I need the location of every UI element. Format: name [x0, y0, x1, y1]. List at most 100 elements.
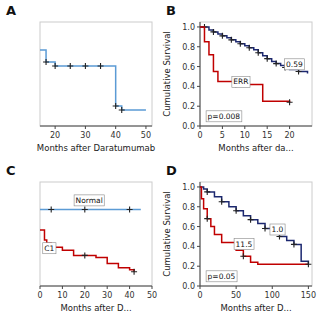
censor-mark: [52, 63, 58, 69]
survival-step-line: [200, 187, 308, 264]
annotation: C1: [43, 243, 56, 254]
survival-step-line: [200, 187, 308, 264]
panel: 051015200.00.20.40.60.81.0Months after d…: [162, 3, 312, 153]
censor-mark: [219, 33, 225, 39]
annotation-box: [232, 76, 250, 87]
censor-mark: [233, 208, 239, 214]
plot-area: [40, 207, 141, 275]
x-tick-label: 50: [141, 131, 151, 140]
censor-mark: [210, 29, 216, 35]
y-tick-label: 1.0: [182, 183, 195, 192]
annotation-text: 0.59: [286, 60, 303, 69]
annotation-text: 11.5: [236, 240, 253, 249]
y-tick-label: 0.6: [182, 63, 195, 72]
censor-mark: [240, 253, 246, 259]
censor-mark: [305, 261, 311, 267]
y-tick: [197, 106, 200, 107]
censor-mark: [43, 59, 49, 65]
censor-mark: [273, 61, 279, 67]
survival-line: [40, 209, 141, 211]
y-tick-label: 0.2: [182, 262, 195, 271]
x-tick-label: 20: [80, 291, 90, 300]
panel-title: A: [6, 3, 16, 18]
x-tick: [55, 126, 56, 129]
annotation: p=0.05: [206, 271, 237, 282]
x-tick-label: 30: [102, 291, 112, 300]
y-tick: [197, 246, 200, 247]
y-tick-label: 0.0: [182, 122, 195, 131]
plot-frame: [200, 182, 312, 286]
annotation-box: [206, 111, 242, 122]
y-tick-label: 0.4: [182, 242, 195, 251]
x-axis-line: [200, 286, 312, 287]
censor-mark: [48, 207, 54, 213]
y-tick: [197, 46, 200, 47]
x-axis-line: [200, 126, 312, 127]
x-tick: [272, 286, 273, 289]
panel-title: D: [166, 163, 177, 178]
panel-title: C: [6, 163, 16, 178]
x-axis-line: [40, 286, 152, 287]
censor-mark: [127, 207, 133, 213]
y-tick-label: 0.8: [182, 43, 195, 52]
x-tick: [115, 126, 116, 129]
y-tick: [197, 126, 200, 127]
x-axis-label: Months after Daratumumab: [37, 143, 155, 153]
annotation: 11.5: [234, 239, 254, 250]
x-tick-label: 40: [111, 131, 121, 140]
censor-mark: [119, 107, 125, 113]
x-tick-label: 150: [301, 291, 316, 300]
annotation-text: Normal: [76, 196, 103, 205]
plot-frame: [40, 22, 152, 126]
x-tick-label: 10: [240, 131, 250, 140]
y-axis-line: [200, 182, 201, 286]
y-tick: [197, 266, 200, 267]
y-axis-line: [200, 22, 201, 126]
x-tick: [40, 286, 41, 289]
x-tick-label: 10: [57, 291, 67, 300]
survival-step-line: [40, 230, 134, 272]
annotation-text: C1: [44, 244, 54, 253]
censor-mark: [131, 269, 137, 275]
x-axis-line: [40, 126, 152, 127]
censor-mark: [67, 63, 73, 69]
censor-mark: [264, 56, 270, 62]
x-tick: [129, 286, 130, 289]
annotation-box: [234, 239, 254, 250]
y-tick-label: 0.0: [182, 282, 195, 291]
annotation: p=0.008: [206, 111, 242, 122]
figure: 20304050Months after DaratumumabA0510152…: [0, 0, 320, 320]
survival-step-line: [200, 27, 290, 102]
y-tick-label: 1.0: [182, 23, 195, 32]
y-tick: [197, 66, 200, 67]
x-tick: [289, 126, 290, 129]
x-tick: [308, 286, 309, 289]
censor-mark: [82, 207, 88, 213]
censor-mark: [82, 252, 88, 258]
annotation-box: [43, 243, 56, 254]
censor-mark: [248, 217, 254, 223]
censor-mark: [98, 63, 104, 69]
x-tick: [145, 126, 146, 129]
censor-mark: [113, 103, 119, 109]
y-tick: [197, 186, 200, 187]
x-tick-label: 30: [80, 131, 90, 140]
annotation-text: 1.0: [271, 225, 283, 234]
censor-mark: [219, 199, 225, 205]
plot-area: [200, 24, 308, 105]
plot-frame: [200, 22, 312, 126]
x-tick: [244, 126, 245, 129]
annotation-box: [285, 59, 305, 70]
y-axis-label: Cumulative Survival: [162, 191, 172, 277]
plot-frame: [40, 182, 152, 286]
x-tick-label: 50: [147, 291, 157, 300]
x-tick-label: 0: [37, 291, 42, 300]
censor-mark: [255, 50, 261, 56]
x-axis-label: Months after da...: [218, 143, 293, 153]
annotation: 1.0: [270, 224, 285, 235]
annotation-box: [206, 271, 237, 282]
y-tick: [197, 26, 200, 27]
y-tick-label: 0.6: [182, 223, 195, 232]
x-tick: [236, 286, 237, 289]
annotation-box: [74, 195, 104, 206]
